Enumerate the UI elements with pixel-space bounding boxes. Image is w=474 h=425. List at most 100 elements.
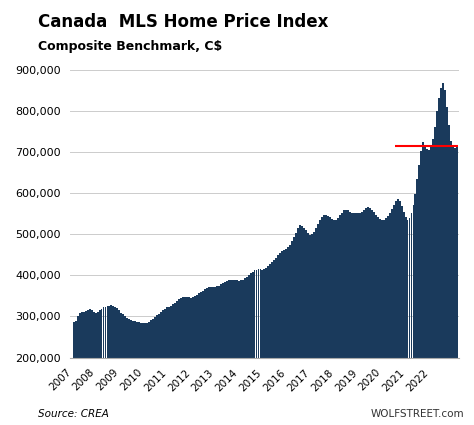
Bar xyxy=(99,310,100,425)
Bar xyxy=(339,215,341,425)
Bar xyxy=(257,269,259,425)
Bar xyxy=(158,314,160,425)
Bar xyxy=(172,304,174,425)
Bar xyxy=(422,142,424,425)
Bar xyxy=(341,212,343,425)
Bar xyxy=(220,284,222,425)
Bar xyxy=(262,269,264,425)
Bar xyxy=(345,210,347,425)
Bar xyxy=(73,322,75,425)
Bar xyxy=(331,219,333,425)
Bar xyxy=(427,149,428,425)
Bar xyxy=(144,323,146,425)
Bar xyxy=(152,318,154,425)
Bar xyxy=(392,205,394,425)
Bar xyxy=(182,297,184,425)
Bar xyxy=(385,218,387,425)
Bar xyxy=(343,210,345,425)
Bar xyxy=(438,98,440,425)
Bar xyxy=(87,310,89,425)
Bar xyxy=(387,216,389,425)
Bar xyxy=(430,147,432,425)
Bar xyxy=(81,312,82,425)
Bar xyxy=(420,151,422,425)
Bar xyxy=(447,107,448,425)
Bar xyxy=(202,291,204,425)
Bar xyxy=(287,247,289,425)
Bar xyxy=(321,217,323,425)
Bar xyxy=(196,295,198,425)
Bar xyxy=(214,287,216,425)
Bar xyxy=(283,249,285,425)
Bar xyxy=(162,310,164,425)
Bar xyxy=(194,296,196,425)
Bar xyxy=(282,251,283,425)
Bar xyxy=(92,312,94,425)
Bar xyxy=(402,212,404,425)
Bar xyxy=(186,297,188,425)
Bar xyxy=(188,297,190,425)
Bar xyxy=(226,281,228,425)
Bar xyxy=(200,292,202,425)
Bar xyxy=(118,310,120,425)
Bar xyxy=(134,321,137,425)
Bar xyxy=(361,212,363,425)
Bar xyxy=(391,209,392,425)
Bar xyxy=(254,270,255,425)
Bar xyxy=(319,220,321,425)
Bar xyxy=(409,218,410,425)
Bar xyxy=(399,201,401,425)
Bar xyxy=(267,266,269,425)
Bar xyxy=(97,312,99,425)
Bar xyxy=(102,307,104,425)
Bar xyxy=(247,275,249,425)
Bar xyxy=(176,301,178,425)
Bar xyxy=(180,298,182,425)
Bar xyxy=(168,306,170,425)
Bar xyxy=(79,313,81,425)
Bar xyxy=(130,320,132,425)
Bar xyxy=(357,213,359,425)
Bar xyxy=(407,220,409,425)
Bar xyxy=(77,316,79,425)
Bar xyxy=(347,210,349,425)
Bar xyxy=(440,88,442,425)
Bar xyxy=(424,145,427,425)
Bar xyxy=(236,280,237,425)
Bar xyxy=(377,218,379,425)
Text: Composite Benchmark, C$: Composite Benchmark, C$ xyxy=(38,40,222,54)
Bar xyxy=(279,253,282,425)
Bar xyxy=(448,125,450,425)
Bar xyxy=(454,147,456,425)
Bar xyxy=(192,297,194,425)
Bar xyxy=(89,309,91,425)
Bar xyxy=(295,232,297,425)
Bar xyxy=(301,226,303,425)
Bar xyxy=(371,210,373,425)
Bar xyxy=(272,262,273,425)
Bar xyxy=(85,311,87,425)
Bar xyxy=(228,280,230,425)
Bar xyxy=(218,286,220,425)
Bar xyxy=(242,280,244,425)
Bar xyxy=(456,146,458,425)
Bar xyxy=(110,306,112,425)
Bar xyxy=(120,313,122,425)
Bar xyxy=(232,280,234,425)
Bar xyxy=(82,312,85,425)
Bar xyxy=(150,320,152,425)
Bar xyxy=(323,215,325,425)
Bar xyxy=(222,283,224,425)
Bar xyxy=(293,237,295,425)
Bar xyxy=(412,205,414,425)
Bar xyxy=(349,212,351,425)
Bar xyxy=(297,228,299,425)
Bar xyxy=(289,245,291,425)
Bar xyxy=(311,234,313,425)
Bar xyxy=(210,287,212,425)
Bar xyxy=(230,280,232,425)
Bar xyxy=(184,297,186,425)
Bar xyxy=(359,213,361,425)
Bar xyxy=(437,111,438,425)
Bar xyxy=(383,220,384,425)
